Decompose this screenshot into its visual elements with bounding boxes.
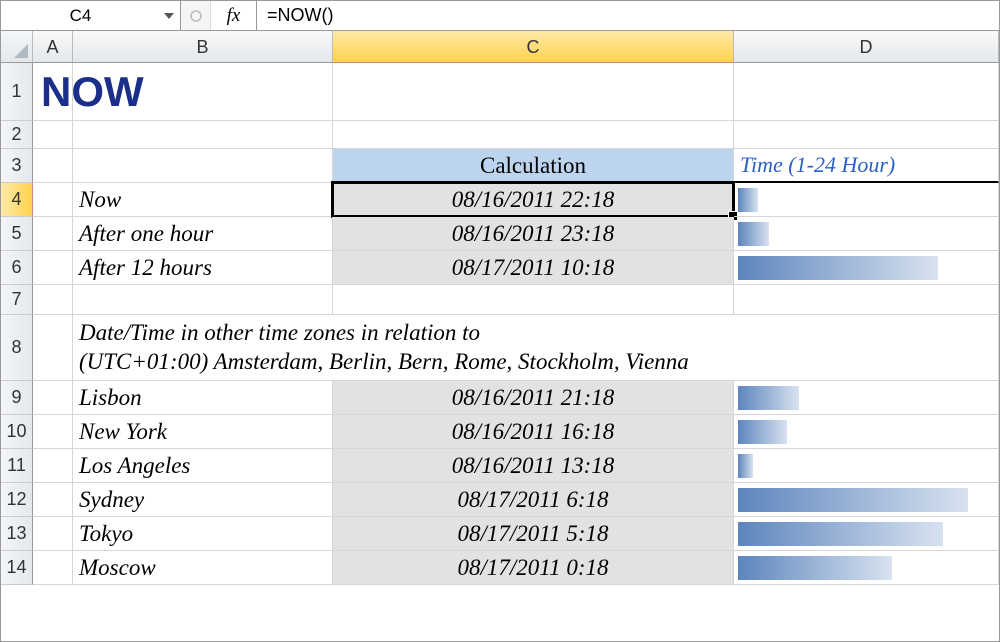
row-header-1[interactable]: 1 (1, 63, 33, 121)
databar (738, 256, 938, 280)
title-now: NOW (41, 68, 144, 116)
bar-tokyo[interactable] (734, 517, 999, 551)
label-after1h[interactable]: After one hour (73, 217, 333, 251)
cell-d8[interactable] (734, 315, 999, 381)
col-header-c[interactable]: C (333, 31, 734, 63)
bar-sydney[interactable] (734, 483, 999, 517)
spreadsheet-grid: A B C D 1 NOW 2 3 Calculation Time (1-24… (1, 31, 999, 585)
row-header-3[interactable]: 3 (1, 149, 33, 183)
cell-c14[interactable]: 08/17/2011 0:18 (333, 551, 734, 585)
cell-a9[interactable] (33, 381, 73, 415)
cell-b7[interactable] (73, 285, 333, 315)
cell-a10[interactable] (33, 415, 73, 449)
label-lisbon[interactable]: Lisbon (73, 381, 333, 415)
label-tokyo[interactable]: Tokyo (73, 517, 333, 551)
cell-c6[interactable]: 08/17/2011 10:18 (333, 251, 734, 285)
cell-c13[interactable]: 08/17/2011 5:18 (333, 517, 734, 551)
cell-a6[interactable] (33, 251, 73, 285)
cell-b8[interactable]: Date/Time in other time zones in relatio… (73, 315, 333, 381)
col-header-b[interactable]: B (73, 31, 333, 63)
cell-c2[interactable] (333, 121, 734, 149)
cell-c4[interactable]: 08/16/2011 22:18 (333, 183, 734, 217)
bar-now[interactable] (734, 183, 999, 217)
cell-c12[interactable]: 08/17/2011 6:18 (333, 483, 734, 517)
cell-c9[interactable]: 08/16/2011 21:18 (333, 381, 734, 415)
cell-c11[interactable]: 08/16/2011 13:18 (333, 449, 734, 483)
databar (738, 188, 758, 212)
row-header-6[interactable]: 6 (1, 251, 33, 285)
label-moscow[interactable]: Moscow (73, 551, 333, 585)
cell-c5[interactable]: 08/16/2011 23:18 (333, 217, 734, 251)
cell-a4[interactable] (33, 183, 73, 217)
cell-c1[interactable] (333, 63, 734, 121)
row-header-2[interactable]: 2 (1, 121, 33, 149)
cell-a11[interactable] (33, 449, 73, 483)
bar-after1h[interactable] (734, 217, 999, 251)
cell-reference: C4 (70, 6, 92, 26)
cell-c8[interactable] (333, 315, 734, 381)
bar-la[interactable] (734, 449, 999, 483)
row-header-12[interactable]: 12 (1, 483, 33, 517)
cell-a8[interactable] (33, 315, 73, 381)
cell-d2[interactable] (734, 121, 999, 149)
row-header-4[interactable]: 4 (1, 183, 33, 217)
cell-a14[interactable] (33, 551, 73, 585)
name-box-dropdown-icon[interactable] (164, 13, 174, 19)
databar (738, 386, 799, 410)
bar-after12h[interactable] (734, 251, 999, 285)
databar (738, 222, 769, 246)
row-header-9[interactable]: 9 (1, 381, 33, 415)
cell-d7[interactable] (734, 285, 999, 315)
col-header-a[interactable]: A (33, 31, 73, 63)
row-header-10[interactable]: 10 (1, 415, 33, 449)
header-time[interactable]: Time (1-24 Hour) (734, 149, 999, 183)
bar-moscow[interactable] (734, 551, 999, 585)
select-all-corner[interactable] (1, 31, 33, 63)
cell-b3[interactable] (73, 149, 333, 183)
row-header-5[interactable]: 5 (1, 217, 33, 251)
cell-a2[interactable] (33, 121, 73, 149)
cell-a5[interactable] (33, 217, 73, 251)
fx-icon[interactable]: fx (211, 1, 257, 30)
cell-b1[interactable]: NOW (73, 63, 333, 121)
row-header-13[interactable]: 13 (1, 517, 33, 551)
databar (738, 556, 892, 580)
row-header-8[interactable]: 8 (1, 315, 33, 381)
cell-b2[interactable] (73, 121, 333, 149)
row-header-7[interactable]: 7 (1, 285, 33, 315)
databar (738, 488, 968, 512)
label-newyork[interactable]: New York (73, 415, 333, 449)
name-box[interactable]: C4 (1, 1, 181, 30)
label-sydney[interactable]: Sydney (73, 483, 333, 517)
cell-d1[interactable] (734, 63, 999, 121)
cell-c7[interactable] (333, 285, 734, 315)
cell-c10[interactable]: 08/16/2011 16:18 (333, 415, 734, 449)
cell-a13[interactable] (33, 517, 73, 551)
databar (738, 454, 753, 478)
cell-a3[interactable] (33, 149, 73, 183)
bar-newyork[interactable] (734, 415, 999, 449)
row-header-11[interactable]: 11 (1, 449, 33, 483)
databar (738, 522, 943, 546)
databar (738, 420, 787, 444)
header-calculation[interactable]: Calculation (333, 149, 734, 183)
label-after12h[interactable]: After 12 hours (73, 251, 333, 285)
bar-lisbon[interactable] (734, 381, 999, 415)
label-now[interactable]: Now (73, 183, 333, 217)
cell-a7[interactable] (33, 285, 73, 315)
cell-a12[interactable] (33, 483, 73, 517)
formula-input[interactable]: =NOW() (257, 5, 999, 26)
col-header-d[interactable]: D (734, 31, 999, 63)
formula-bar: C4 fx =NOW() (1, 1, 999, 31)
label-la[interactable]: Los Angeles (73, 449, 333, 483)
row-header-14[interactable]: 14 (1, 551, 33, 585)
cancel-icon[interactable] (181, 1, 211, 30)
